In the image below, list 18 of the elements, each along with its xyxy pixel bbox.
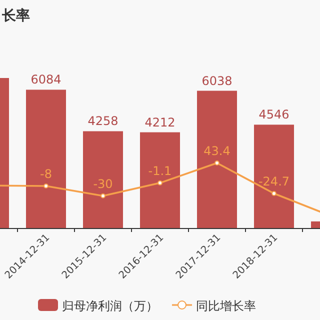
data-label: 4546 <box>258 108 290 122</box>
data-label: 4258 <box>88 114 118 128</box>
data-label: 6084 <box>30 72 62 87</box>
legend-label: 归母净利润（万） <box>62 299 158 313</box>
data-label: 6038 <box>202 74 232 88</box>
point <box>158 180 162 186</box>
data-label: -8 <box>40 167 52 182</box>
legend-label: 同比增长率 <box>196 299 256 313</box>
data-label: 4212 <box>144 115 176 130</box>
point <box>214 160 220 166</box>
chart-title: 长率 <box>1 7 30 24</box>
data-label: -24.7 <box>258 174 290 188</box>
point <box>100 193 106 198</box>
data-label: -30 <box>93 176 113 191</box>
data-label: 43.4 <box>204 144 230 158</box>
point <box>272 190 276 196</box>
data-label: -1.1 <box>148 164 172 178</box>
point <box>44 184 48 189</box>
